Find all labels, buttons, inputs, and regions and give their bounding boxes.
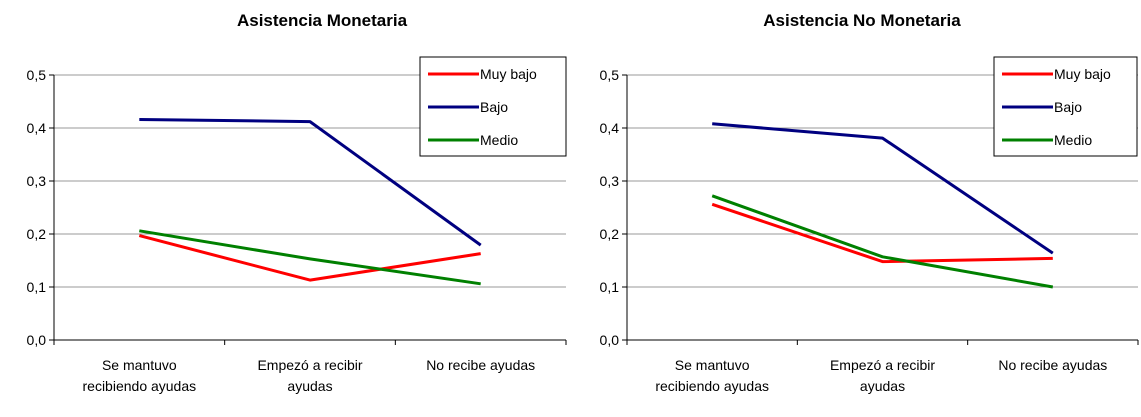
- legend-label: Medio: [1054, 132, 1092, 148]
- y-tick-label: 0,0: [27, 332, 47, 348]
- legend-label: Muy bajo: [1054, 66, 1111, 82]
- y-tick-label: 0,5: [600, 67, 620, 83]
- legend: Muy bajo Bajo Medio: [419, 56, 567, 157]
- x-tick-label: Se mantuvo recibiendo ayudas: [83, 357, 197, 394]
- y-tick-label: 0,2: [27, 226, 47, 242]
- x-tick-label-line: Se mantuvo: [675, 357, 750, 373]
- y-tick-label: 0,3: [27, 173, 47, 189]
- x-tick-label: No recibe ayudas: [426, 357, 535, 373]
- chart-title: Asistencia Monetaria: [237, 11, 408, 30]
- series-line-muy-bajo: [138, 234, 481, 282]
- x-tick-label: No recibe ayudas: [998, 357, 1107, 373]
- legend: Muy bajo Bajo Medio: [993, 56, 1138, 157]
- series-line-bajo: [712, 122, 1054, 255]
- y-tick-label: 0,1: [600, 279, 620, 295]
- series-line-muy-bajo: [711, 202, 1053, 264]
- y-tick-label: 0,2: [600, 226, 620, 242]
- series-line-medio: [139, 229, 481, 286]
- series-line-bajo: [139, 118, 482, 247]
- x-tick-label-line: ayudas: [860, 378, 905, 394]
- y-tick-label: 0,5: [27, 67, 47, 83]
- y-tick-label: 0,4: [600, 120, 620, 136]
- legend-label: Medio: [480, 132, 518, 148]
- x-tick-label-line: Empezó a recibir: [257, 357, 362, 373]
- x-tick-label: Se mantuvo recibiendo ayudas: [655, 357, 769, 394]
- x-tick-label-line: recibiendo ayudas: [83, 378, 197, 394]
- y-tick-label: 0,1: [27, 279, 47, 295]
- x-tick-label-line: recibiendo ayudas: [655, 378, 769, 394]
- y-tick-label: 0,0: [600, 332, 620, 348]
- y-tick-label: 0,3: [600, 173, 620, 189]
- legend-label: Bajo: [480, 99, 508, 115]
- x-tick-label: Empezó a recibir ayudas: [257, 357, 362, 394]
- x-tick-label-line: No recibe ayudas: [998, 357, 1107, 373]
- chart-1: Asistencia Monetaria 0,0 0,1 0,2 0,3 0,4 0,5 Se…: [27, 11, 567, 394]
- x-tick-label-line: Empezó a recibir: [830, 357, 935, 373]
- series-line-medio: [711, 194, 1054, 289]
- x-tick-label-line: ayudas: [287, 378, 332, 394]
- y-tick-label: 0,4: [27, 120, 47, 136]
- x-tick-label-line: Se mantuvo: [102, 357, 177, 373]
- legend-label: Bajo: [1054, 99, 1082, 115]
- legend-label: Muy bajo: [480, 66, 537, 82]
- x-tick-label: Empezó a recibir ayudas: [830, 357, 935, 394]
- chart-title: Asistencia No Monetaria: [763, 11, 961, 30]
- chart-2: Asistencia No Monetaria 0,0 0,1 0,2 0,3 0,4 0,…: [600, 11, 1139, 394]
- x-tick-label-line: No recibe ayudas: [426, 357, 535, 373]
